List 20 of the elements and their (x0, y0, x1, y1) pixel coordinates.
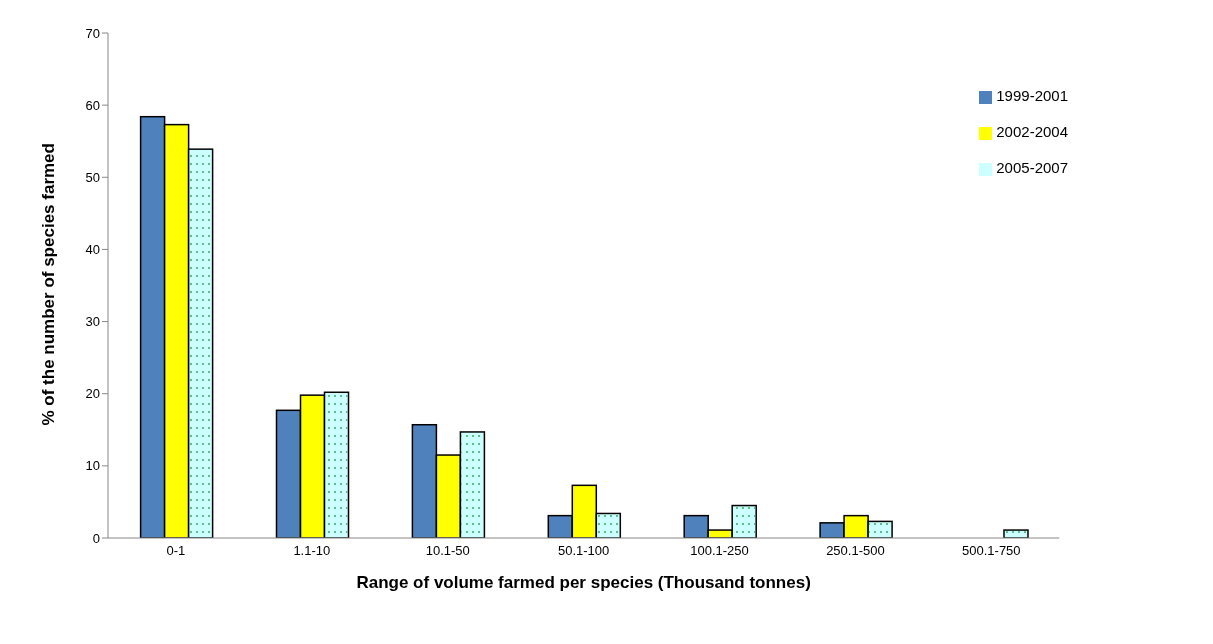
x-axis-title: Range of volume farmed per species (Thousand tonnes) (356, 573, 811, 592)
y-tick-label: 10 (85, 458, 100, 474)
y-tick-label: 30 (85, 314, 100, 330)
legend-label: 2002-2004 (996, 123, 1068, 140)
y-axis-title: % of the number of species farmed (39, 143, 59, 426)
x-tick-label: 500.1-750 (962, 543, 1021, 559)
y-tick-label: 60 (85, 97, 100, 113)
x-tick-label: 250.1-500 (826, 543, 885, 559)
x-tick-label: 0-1 (166, 543, 186, 559)
y-tick-label: 40 (85, 242, 100, 258)
x-tick-label: 1.1-10 (293, 543, 331, 559)
y-tick-label: 70 (85, 25, 100, 41)
x-tick-label: 10.1-50 (425, 543, 470, 559)
x-tick-label: 100.1-250 (690, 543, 749, 559)
legend-label: 2005-2007 (996, 159, 1068, 176)
y-tick-label: 20 (85, 386, 100, 402)
y-tick-label: 0 (92, 530, 100, 546)
y-tick-label: 50 (85, 169, 100, 185)
legend-label: 1999-2001 (996, 87, 1068, 104)
x-tick-label: 50.1-100 (557, 543, 610, 559)
